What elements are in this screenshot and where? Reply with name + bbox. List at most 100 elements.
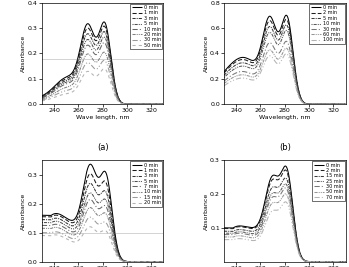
Line: 50 min: 50 min [42,69,163,104]
15 min [88,215,92,219]
25 min [244,231,248,234]
50 min [112,91,116,94]
3 min [102,30,106,33]
0 min [40,214,44,217]
Y-axis label: Absorbance: Absorbance [203,35,209,72]
5 min [161,260,165,263]
10 min [294,78,298,81]
100 min [284,52,288,55]
30 min [343,103,348,106]
1 min [161,103,165,106]
60 min [294,84,298,87]
60 min [253,75,257,78]
50 min [102,67,106,70]
1 min [95,39,99,42]
10 min [121,102,125,105]
2 min [294,74,298,77]
1 min [95,183,99,187]
Line: 30 min: 30 min [42,60,163,104]
50 min [71,90,75,93]
30 min [253,233,257,237]
15 min [40,231,44,234]
10 min [88,206,92,209]
Legend: 0 min, 1 min, 3 min, 5 min, 10 min, 20 min, 30 min, 50 min: 0 min, 1 min, 3 min, 5 min, 10 min, 20 m… [130,4,162,49]
2 min [303,259,307,262]
7 min [95,206,99,209]
7 min [61,225,66,229]
30 min [294,81,298,85]
0 min [303,102,307,105]
25 min [222,232,226,235]
5 min [102,36,106,39]
10 min [314,103,318,106]
3 min [61,219,66,223]
25 min [253,231,257,235]
100 min [314,103,318,106]
0 min [294,230,298,233]
5 min [343,103,348,106]
5 min [314,103,318,106]
Line: 70 min: 70 min [224,202,346,262]
0 min [253,58,257,61]
0 min [314,260,318,263]
Y-axis label: Absorbance: Absorbance [21,35,27,72]
5 min [132,260,136,263]
2 min [253,226,257,229]
0 min [343,260,348,263]
50 min [244,235,248,238]
5 min [61,82,66,85]
0 min [343,103,348,106]
15 min [277,185,281,188]
30 min [222,80,226,83]
3 min [40,95,44,99]
3 min [161,260,165,263]
5 min [121,259,125,262]
1 min [40,95,44,98]
10 min [102,41,106,44]
10 min [284,29,288,32]
5 min [95,200,99,203]
10 min [40,96,44,100]
50 min [61,93,66,96]
3 min [132,103,136,106]
5 min [161,103,165,106]
Legend: 0 min, 2 min, 5 min, 10 min, 30 min, 60 min, 100 min: 0 min, 2 min, 5 min, 10 min, 30 min, 60 … [309,4,344,44]
100 min [244,77,248,80]
20 min [112,247,116,250]
3 min [132,260,136,263]
1 min [88,172,92,175]
70 min [294,241,298,244]
25 min [277,191,281,194]
10 min [61,84,66,87]
3 min [95,192,99,195]
2 min [253,60,257,63]
15 min [222,230,226,233]
20 min [121,102,125,105]
15 min [132,260,136,263]
10 min [112,239,116,243]
7 min [40,224,44,227]
30 min [95,67,99,70]
30 min [343,260,348,263]
1 min [121,259,125,262]
0 min [61,77,66,80]
10 min [95,213,99,217]
Line: 10 min: 10 min [224,30,346,104]
2 min [277,33,281,37]
3 min [71,224,75,227]
15 min [112,244,116,247]
0 min [222,226,226,229]
25 min [303,259,307,262]
70 min [244,238,248,241]
Line: 3 min: 3 min [42,32,163,104]
50 min [253,236,257,239]
3 min [121,259,125,262]
20 min [132,103,136,106]
5 min [294,76,298,79]
30 min [277,52,281,55]
0 min [121,102,125,105]
2 min [244,58,248,62]
20 min [132,260,136,263]
5 min [121,102,125,105]
Y-axis label: Absorbance: Absorbance [21,192,27,230]
